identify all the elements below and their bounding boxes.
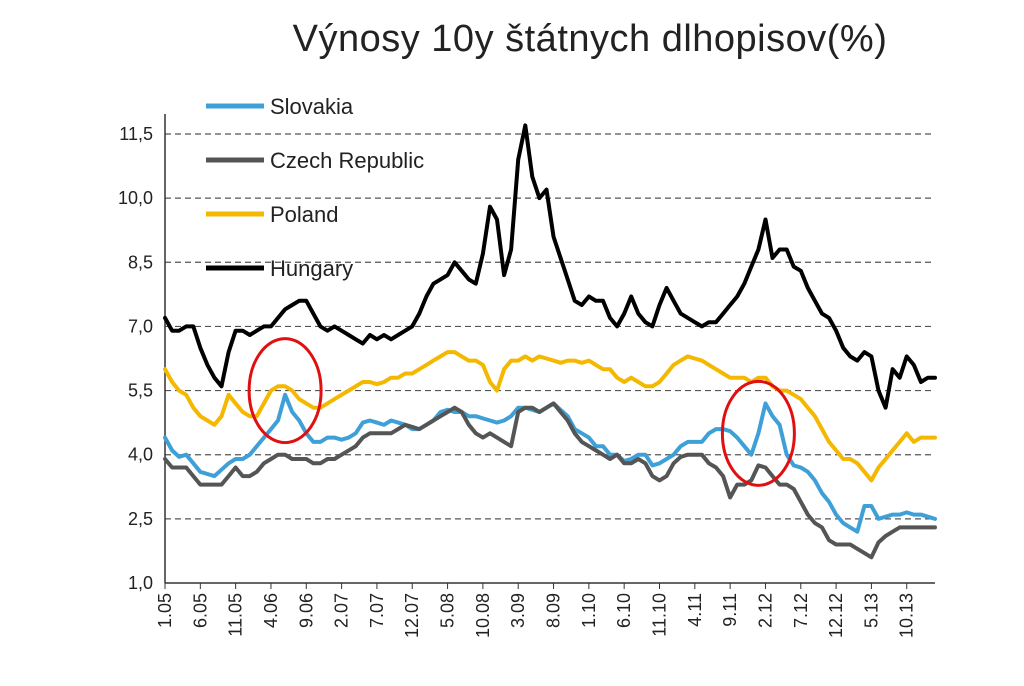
x-tick-label: 2.12 — [755, 593, 775, 628]
x-tick-label: 9.11 — [720, 593, 740, 627]
y-tick-label: 8,5 — [128, 252, 153, 272]
series-lines — [163, 123, 937, 560]
legend-label-poland: Poland — [270, 202, 339, 227]
y-tick-label: 7,0 — [128, 316, 153, 336]
axes: 1,0 2,5 4,0 5,5 7,0 8,5 10,0 11,5 1.05 6.05 11.05 4… — [118, 114, 935, 638]
y-tick-label: 1,0 — [128, 573, 153, 593]
legend-label-czech-republic: Czech Republic — [270, 148, 424, 173]
x-tick-label: 6.10 — [614, 593, 634, 628]
series-line-hungary — [163, 123, 937, 410]
x-tick-label: 11.05 — [226, 593, 246, 637]
y-tick-label: 4,0 — [128, 445, 153, 465]
y-tick-label: 5,5 — [128, 381, 153, 401]
legend-label-slovakia: Slovakia — [270, 94, 354, 119]
x-tick-label: 4.06 — [261, 593, 281, 628]
x-tick-label: 6.05 — [190, 593, 210, 628]
x-tick-label: 5.13 — [861, 593, 881, 628]
x-tick-label: 10.13 — [897, 593, 917, 638]
x-tick-label: 8.09 — [544, 593, 564, 628]
x-tick-label: 10.08 — [473, 593, 493, 638]
x-tick-label: 3.09 — [508, 593, 528, 628]
legend-label-hungary: Hungary — [270, 256, 353, 281]
x-tick-label: 9.06 — [296, 593, 316, 628]
highlight-ellipse-2 — [720, 379, 796, 487]
x-tick-label: 7.12 — [791, 593, 811, 628]
annotations — [247, 337, 796, 487]
y-tick-label: 2,5 — [128, 509, 153, 529]
legend: Slovakia Czech Republic Poland Hungary — [206, 94, 424, 281]
series-line-czech-republic — [163, 401, 937, 560]
series-line-poland — [163, 350, 937, 483]
x-tick-label: 12.12 — [826, 593, 846, 638]
chart-title: Výnosy 10y štátnych dlhopisov(%) — [292, 18, 888, 60]
x-tick-label: 7.07 — [367, 593, 387, 628]
x-tick-label: 4.11 — [685, 593, 705, 627]
gridlines — [165, 133, 935, 520]
highlight-ellipse-1 — [247, 337, 323, 445]
x-tick-label: 11.10 — [649, 593, 669, 637]
y-tick-label: 11,5 — [119, 124, 153, 144]
y-tick-label: 10,0 — [118, 188, 153, 208]
x-tick-label: 2.07 — [332, 593, 352, 628]
x-tick-label: 1.10 — [579, 593, 599, 628]
series-line-slovakia — [163, 392, 937, 534]
x-tick-label: 12.07 — [402, 593, 422, 638]
x-tick-label: 1.05 — [155, 593, 175, 628]
x-tick-label: 5.08 — [438, 593, 458, 628]
